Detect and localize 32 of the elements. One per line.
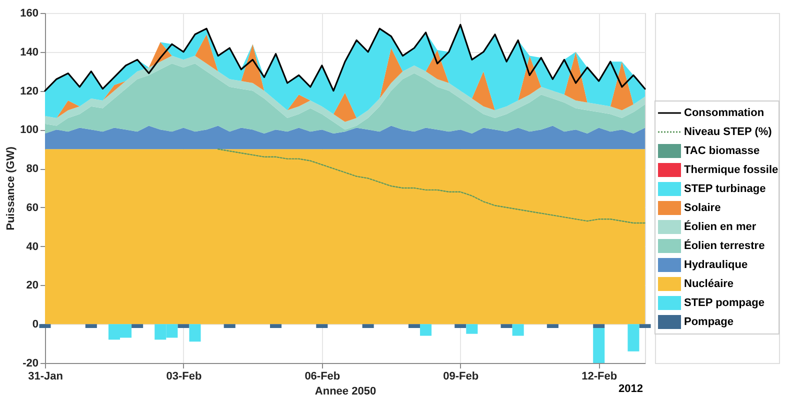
y-tick-label: 0 bbox=[32, 318, 38, 331]
legend-label: Nucléaire bbox=[684, 278, 734, 290]
y-tick-label: 80 bbox=[26, 163, 38, 176]
y-tick-label: 120 bbox=[20, 85, 38, 98]
y-tick-label: 40 bbox=[26, 240, 38, 253]
x-tick-label: 03-Feb bbox=[166, 370, 202, 382]
y-tick-label: 60 bbox=[26, 202, 38, 214]
text: 2012 bbox=[618, 383, 643, 395]
line-series bbox=[217, 148, 646, 224]
y-axis-title: Puissance (GW) bbox=[5, 146, 18, 230]
x-tick-label: 09-Feb bbox=[443, 370, 479, 382]
x-tick-label: 31-Jan bbox=[28, 370, 64, 382]
y-tick-label: 20 bbox=[26, 280, 38, 292]
legend-label: Éolien terrestre bbox=[684, 239, 765, 252]
legend-label: Hydraulique bbox=[684, 259, 748, 271]
legend-label: Consommation bbox=[684, 107, 764, 119]
legend-label: Solaire bbox=[684, 202, 721, 214]
x-tick-label: 12-Feb bbox=[582, 370, 618, 382]
legend-label: Éolien en mer bbox=[684, 220, 757, 233]
legend-label: STEP pompage bbox=[684, 297, 764, 309]
y-tick-label: 160 bbox=[20, 8, 38, 20]
y-tick-label: 100 bbox=[20, 124, 38, 136]
line-series bbox=[44, 24, 646, 92]
legend-label: Thermique fossile bbox=[684, 164, 778, 176]
legend-label: Niveau STEP (%) bbox=[684, 126, 772, 138]
legend-label: Pompage bbox=[684, 316, 734, 328]
legend-label: STEP turbinage bbox=[684, 183, 766, 195]
legend-label: TAC biomasse bbox=[684, 145, 760, 157]
x-axis-title: Annee 2050 bbox=[314, 386, 376, 398]
x-tick-label: 06-Feb bbox=[304, 370, 340, 382]
y-tick-label: 140 bbox=[20, 46, 38, 58]
y-tick-label: -20 bbox=[22, 358, 38, 370]
